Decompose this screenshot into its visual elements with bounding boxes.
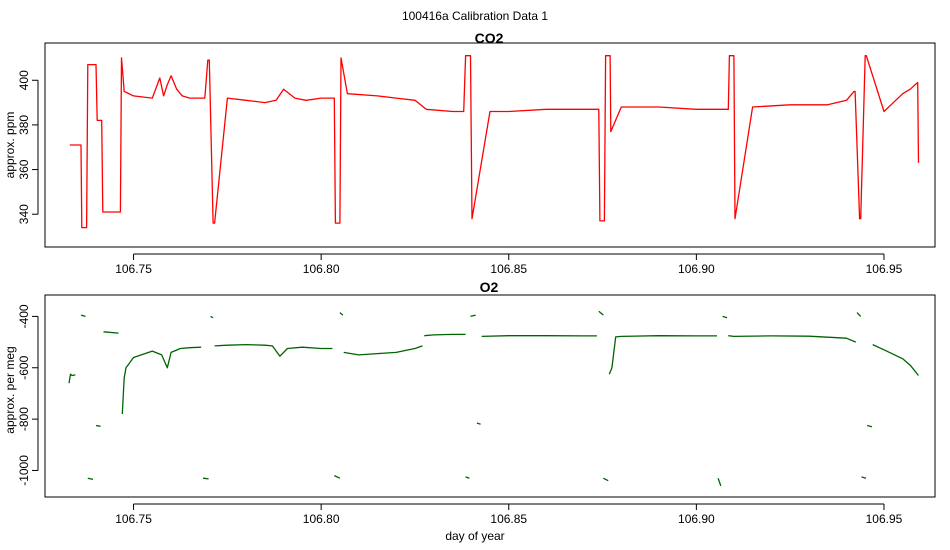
o2-series-line: [339, 312, 344, 316]
o2-series-line: [470, 314, 476, 318]
o2-series-line: [121, 346, 202, 415]
co2-x-tick-label: 106.80: [303, 262, 340, 276]
o2-series-line: [861, 476, 867, 479]
o2-series-line: [465, 476, 470, 479]
o2-series-line: [214, 343, 333, 357]
o2-title: O2: [480, 279, 499, 295]
o2-series-line: [95, 424, 101, 427]
o2-x-tick-label: 106.90: [678, 512, 715, 526]
co2-y-tick-label: 400: [17, 70, 31, 90]
o2-series-line: [598, 310, 604, 316]
o2-series-line: [202, 477, 209, 480]
o2-x-tick-label: 106.85: [490, 512, 527, 526]
o2-series-line: [476, 422, 481, 425]
co2-x-tick-label: 106.95: [866, 262, 903, 276]
o2-series-line: [608, 335, 717, 375]
o2-x-ticks: 106.75 106.80 106.85 106.90 106.95: [115, 503, 903, 526]
o2-series-line: [856, 312, 862, 317]
co2-x-tick-label: 106.75: [115, 262, 152, 276]
o2-series-line: [728, 335, 857, 343]
co2-series: [69, 55, 920, 229]
o2-series-line: [603, 477, 609, 482]
o2-series-line: [866, 424, 873, 428]
o2-series-line: [103, 331, 119, 334]
co2-x-tick-label: 106.90: [678, 262, 715, 276]
o2-series-line: [210, 315, 214, 319]
o2-series-line: [424, 333, 466, 337]
co2-y-axis-label: approx. ppm: [3, 112, 17, 179]
o2-series-line: [722, 315, 728, 319]
o2-series-line: [334, 475, 341, 479]
co2-plot-frame: [44, 42, 936, 248]
o2-plot-frame: [44, 294, 936, 498]
co2-series-line: [69, 55, 920, 229]
o2-x-tick-label: 106.95: [866, 512, 903, 526]
co2-x-tick-label: 106.85: [490, 262, 527, 276]
o2-series-line: [87, 477, 94, 481]
co2-title: CO2: [475, 30, 504, 46]
o2-series-line: [343, 345, 423, 356]
o2-x-tick-label: 106.75: [115, 512, 152, 526]
co2-y-tick-label: 340: [17, 204, 31, 224]
o2-series-line: [717, 477, 722, 487]
o2-series-line: [481, 335, 597, 338]
o2-x-tick-label: 106.80: [303, 512, 340, 526]
co2-panel: CO2 approx. ppm 106.75 106.80 106.85 106.90…: [3, 30, 936, 276]
o2-series: [68, 310, 920, 487]
o2-series-line: [872, 344, 920, 376]
co2-x-ticks: 106.75 106.80 106.85 106.90 106.95: [115, 253, 903, 276]
figure-title: 100416a Calibration Data 1: [402, 9, 548, 23]
o2-panel: O2 approx. per meg day of year 106.75 106…: [3, 279, 936, 543]
o2-y-tick-label: -800: [17, 407, 31, 431]
o2-y-tick-label: -600: [17, 355, 31, 379]
co2-y-tick-label: 380: [17, 115, 31, 135]
o2-series-line: [80, 314, 86, 318]
x-axis-label: day of year: [445, 529, 504, 543]
co2-y-tick-label: 360: [17, 159, 31, 179]
co2-y-ticks: 340 360 380 400: [17, 70, 39, 224]
o2-y-ticks: -1000 -800 -600 -400: [17, 304, 39, 486]
o2-series-line: [68, 373, 76, 384]
o2-y-tick-label: -400: [17, 304, 31, 328]
o2-y-tick-label: -1000: [17, 455, 31, 486]
o2-y-axis-label: approx. per meg: [3, 346, 17, 433]
